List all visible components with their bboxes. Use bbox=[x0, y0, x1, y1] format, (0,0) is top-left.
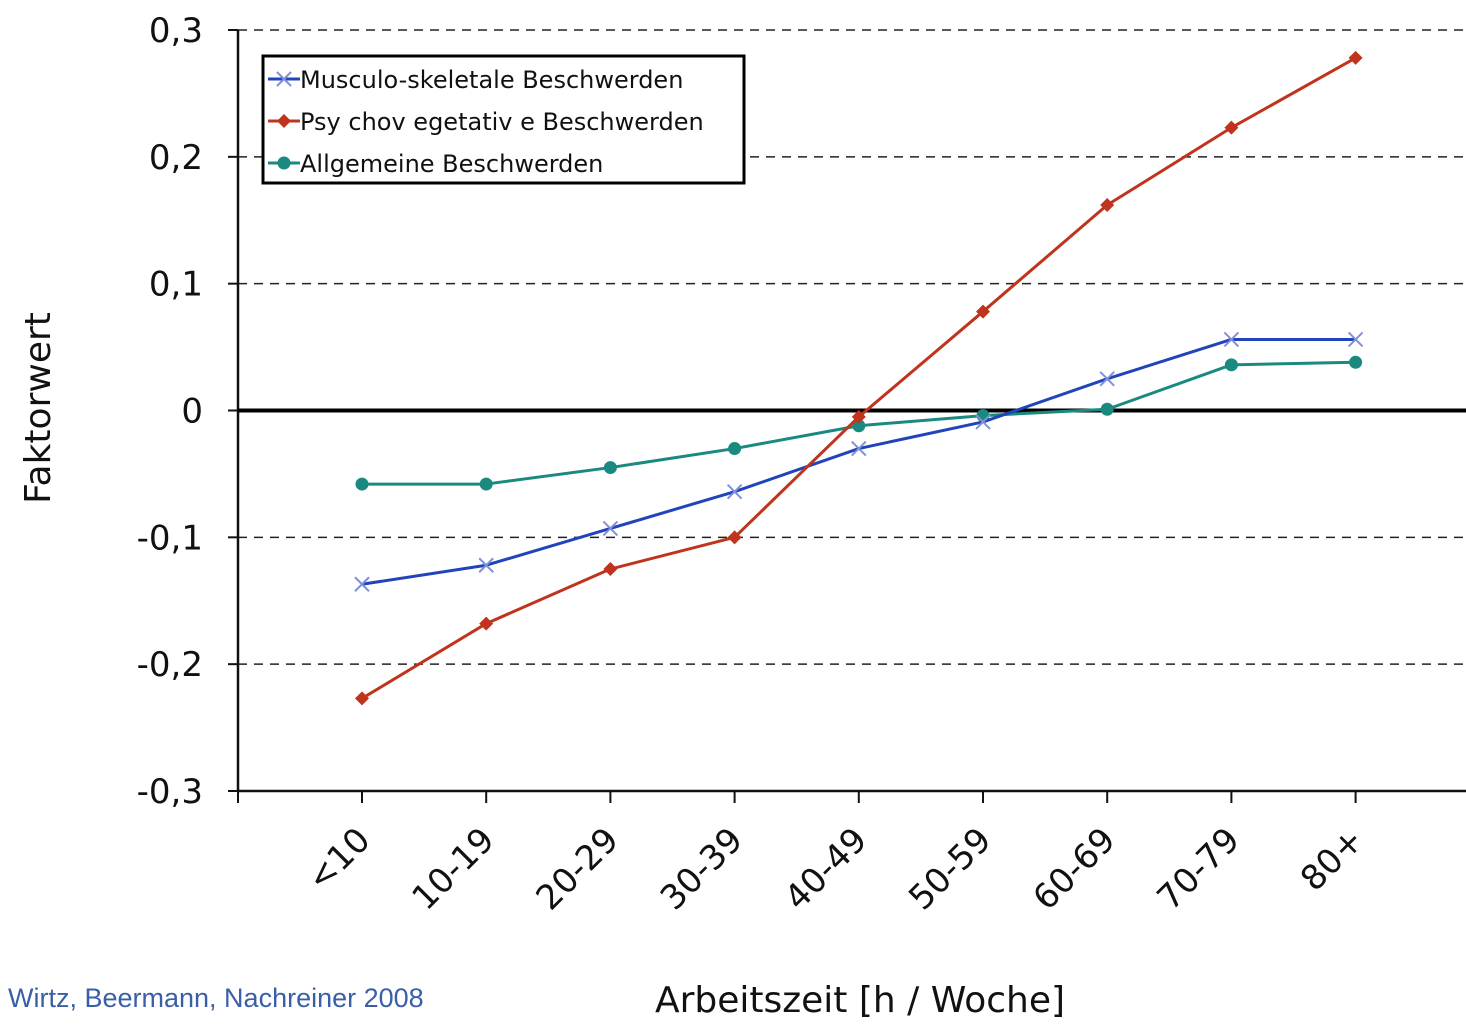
y-tick-labels: 0,3 0,2 0,1 0 -0,1 -0,2 -0,3 bbox=[137, 11, 203, 812]
data-point bbox=[727, 530, 742, 545]
data-point bbox=[1349, 355, 1363, 369]
data-point bbox=[1224, 358, 1238, 372]
x-tick-labels: <10 10-19 20-29 30-39 40-49 50-59 60-69 70-79 80… bbox=[299, 820, 1372, 918]
data-point bbox=[1223, 331, 1240, 348]
data-point bbox=[355, 691, 369, 706]
y-tick-label: -0,1 bbox=[137, 518, 203, 558]
x-tick-label: 30-39 bbox=[653, 820, 751, 918]
series-lines bbox=[354, 50, 1364, 706]
y-tick-label: 0,1 bbox=[149, 265, 203, 305]
y-tick-label: 0 bbox=[181, 392, 203, 432]
legend: Musculo-skeletale Beschwerden Psy chov eg… bbox=[261, 54, 746, 185]
y-tick-label: 0,2 bbox=[149, 138, 203, 178]
legend-marker bbox=[276, 71, 292, 87]
x-tick-label: 60-69 bbox=[1025, 820, 1123, 918]
legend-box bbox=[261, 54, 746, 185]
legend-entry: Allgemeine Beschwerden bbox=[300, 150, 603, 178]
data-point bbox=[603, 562, 618, 577]
x-tick-label: 50-59 bbox=[901, 820, 999, 918]
data-point bbox=[479, 616, 494, 631]
x-tick-label: 70-79 bbox=[1150, 820, 1248, 918]
data-point bbox=[479, 477, 493, 491]
y-tick-label: 0,3 bbox=[149, 11, 203, 51]
data-point bbox=[478, 557, 494, 573]
legend-entry: Psy chov egetativ e Beschwerden bbox=[300, 108, 704, 136]
data-point bbox=[355, 477, 369, 491]
gridlines bbox=[238, 29, 1466, 665]
legend-entry: Musculo-skeletale Beschwerden bbox=[300, 66, 683, 94]
data-point bbox=[602, 520, 619, 537]
data-point bbox=[976, 304, 990, 319]
data-point bbox=[726, 483, 743, 500]
series-line bbox=[361, 337, 1356, 586]
legend-marker bbox=[277, 156, 291, 170]
data-point bbox=[1347, 331, 1364, 348]
data-point bbox=[851, 409, 866, 424]
y-tick-label: -0,2 bbox=[137, 645, 203, 685]
x-tick-label: 20-29 bbox=[529, 820, 627, 918]
y-tick-label: -0,3 bbox=[137, 772, 203, 812]
axes bbox=[228, 29, 1466, 803]
x-tick-label: 10-19 bbox=[404, 820, 502, 918]
x-tick-label: 40-49 bbox=[777, 820, 875, 918]
x-tick-label: <10 bbox=[299, 820, 378, 899]
data-point bbox=[728, 442, 742, 456]
x-tick-label: 80+ bbox=[1293, 820, 1372, 899]
data-point bbox=[975, 414, 991, 430]
data-point bbox=[603, 461, 617, 475]
source-citation: Wirtz, Beermann, Nachreiner 2008 bbox=[8, 983, 424, 1013]
x-axis-title: Arbeitszeit [h / Woche] bbox=[655, 980, 1065, 1021]
data-point bbox=[1224, 120, 1239, 135]
legend-marker bbox=[277, 114, 291, 128]
data-point bbox=[1348, 50, 1363, 65]
data-point bbox=[852, 419, 866, 433]
data-point bbox=[851, 440, 867, 457]
data-point bbox=[354, 576, 370, 592]
data-point bbox=[1099, 371, 1115, 387]
data-point bbox=[1100, 198, 1115, 213]
data-point bbox=[1100, 402, 1114, 416]
y-axis-title: Faktorwert bbox=[18, 312, 59, 504]
